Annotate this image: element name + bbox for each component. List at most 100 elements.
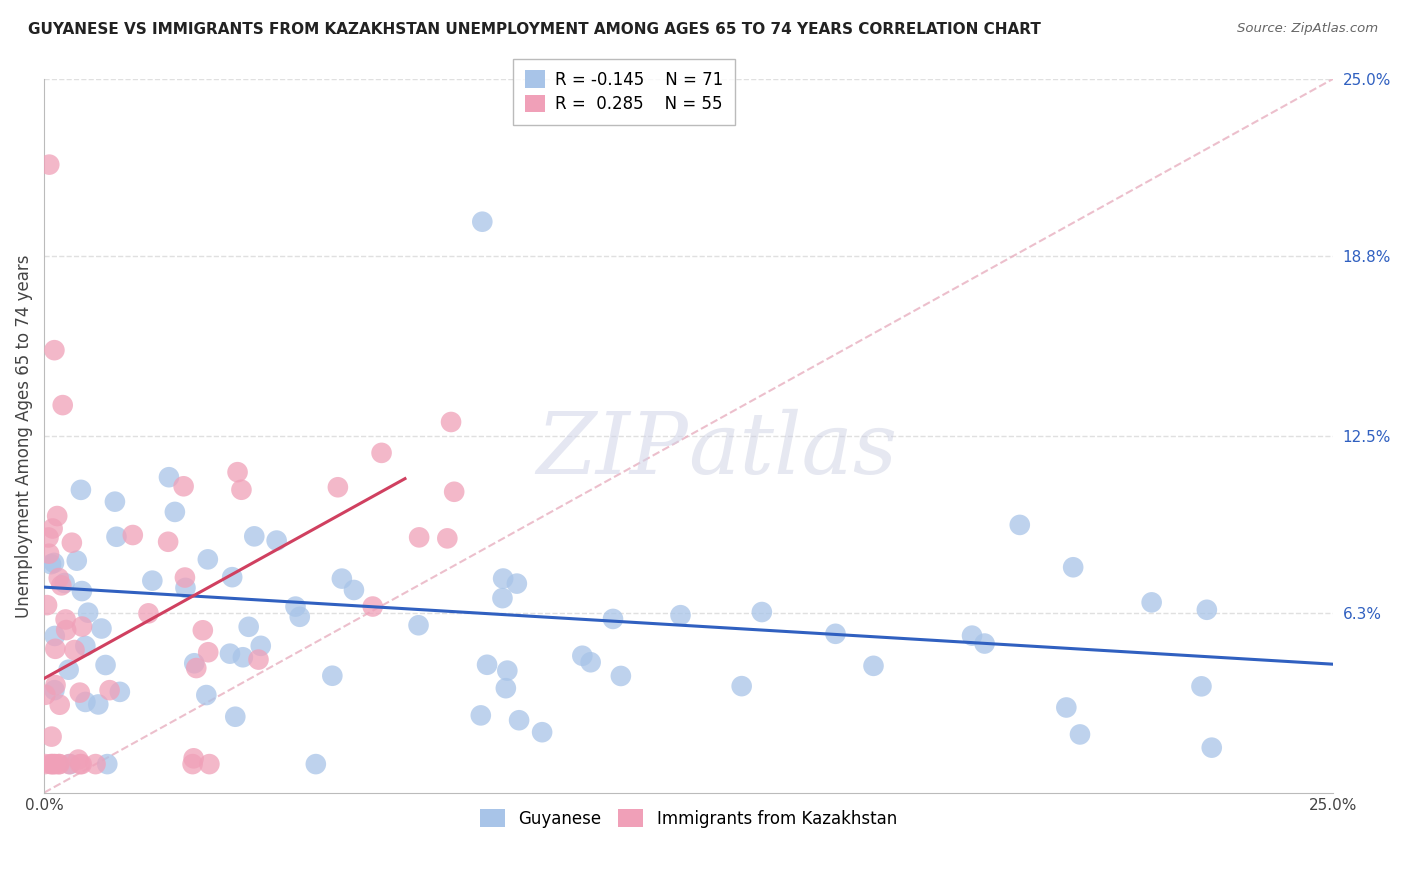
Point <box>243 529 266 543</box>
Point <box>1062 560 1084 574</box>
Point <box>1201 740 1223 755</box>
Point <box>41 757 63 772</box>
Point <box>408 618 430 632</box>
Point <box>602 612 624 626</box>
Point <box>824 627 846 641</box>
Point <box>751 605 773 619</box>
Point <box>59 757 82 772</box>
Point <box>42 556 65 570</box>
Point <box>45 678 67 692</box>
Point <box>44 641 66 656</box>
Point <box>51 578 73 592</box>
Point <box>436 532 458 546</box>
Point <box>305 757 328 772</box>
Point <box>195 688 218 702</box>
Point <box>506 576 529 591</box>
Point <box>69 757 91 772</box>
Point <box>141 574 163 588</box>
Text: atlas: atlas <box>689 409 897 491</box>
Point <box>173 479 195 493</box>
Point <box>44 629 66 643</box>
Point <box>46 509 69 524</box>
Point <box>191 624 214 638</box>
Point <box>75 639 97 653</box>
Point <box>34 757 56 772</box>
Point <box>34 688 56 702</box>
Point <box>90 622 112 636</box>
Point <box>48 757 70 772</box>
Point <box>183 657 205 671</box>
Point <box>38 547 60 561</box>
Point <box>973 636 995 650</box>
Point <box>1054 700 1077 714</box>
Point <box>284 599 307 614</box>
Point <box>53 576 76 591</box>
Point <box>471 215 494 229</box>
Point <box>48 757 70 772</box>
Point <box>75 695 97 709</box>
Point <box>48 571 70 585</box>
Point <box>440 415 463 429</box>
Point <box>610 669 633 683</box>
Point <box>226 465 249 479</box>
Point <box>343 582 366 597</box>
Point <box>58 663 80 677</box>
Point <box>370 446 392 460</box>
Text: GUYANESE VS IMMIGRANTS FROM KAZAKHSTAN UNEMPLOYMENT AMONG AGES 65 TO 74 YEARS CO: GUYANESE VS IMMIGRANTS FROM KAZAKHSTAN U… <box>28 22 1040 37</box>
Point <box>52 398 75 412</box>
Point <box>94 658 117 673</box>
Point <box>58 757 80 772</box>
Point <box>174 570 197 584</box>
Point <box>48 698 70 712</box>
Point <box>39 558 62 572</box>
Point <box>571 648 593 663</box>
Point <box>121 528 143 542</box>
Point <box>495 681 517 696</box>
Point <box>77 606 100 620</box>
Point <box>531 725 554 739</box>
Point <box>408 530 430 544</box>
Point <box>39 757 62 772</box>
Point <box>70 619 93 633</box>
Point <box>579 655 602 669</box>
Point <box>38 531 60 545</box>
Point <box>104 494 127 508</box>
Point <box>1140 595 1163 609</box>
Point <box>731 679 754 693</box>
Point <box>181 757 204 772</box>
Point <box>197 645 219 659</box>
Point <box>163 505 186 519</box>
Point <box>1191 679 1213 693</box>
Point <box>361 599 384 614</box>
Point <box>108 685 131 699</box>
Point <box>443 484 465 499</box>
Point <box>232 650 254 665</box>
Point <box>266 533 288 548</box>
Point <box>38 158 60 172</box>
Point <box>249 639 271 653</box>
Point <box>138 607 160 621</box>
Point <box>42 757 65 772</box>
Point <box>491 591 513 606</box>
Point <box>44 683 66 698</box>
Point <box>157 470 180 484</box>
Point <box>44 343 66 358</box>
Point <box>960 629 983 643</box>
Legend: Guyanese, Immigrants from Kazakhstan: Guyanese, Immigrants from Kazakhstan <box>474 803 904 834</box>
Point <box>63 643 86 657</box>
Y-axis label: Unemployment Among Ages 65 to 74 years: Unemployment Among Ages 65 to 74 years <box>15 254 32 617</box>
Point <box>247 652 270 666</box>
Point <box>1195 603 1218 617</box>
Point <box>669 608 692 623</box>
Point <box>288 609 311 624</box>
Point <box>35 598 58 612</box>
Point <box>70 483 93 497</box>
Point <box>41 522 63 536</box>
Point <box>321 669 343 683</box>
Point <box>508 713 530 727</box>
Point <box>231 483 253 497</box>
Point <box>157 534 180 549</box>
Point <box>84 757 107 772</box>
Point <box>174 581 197 595</box>
Point <box>221 570 243 584</box>
